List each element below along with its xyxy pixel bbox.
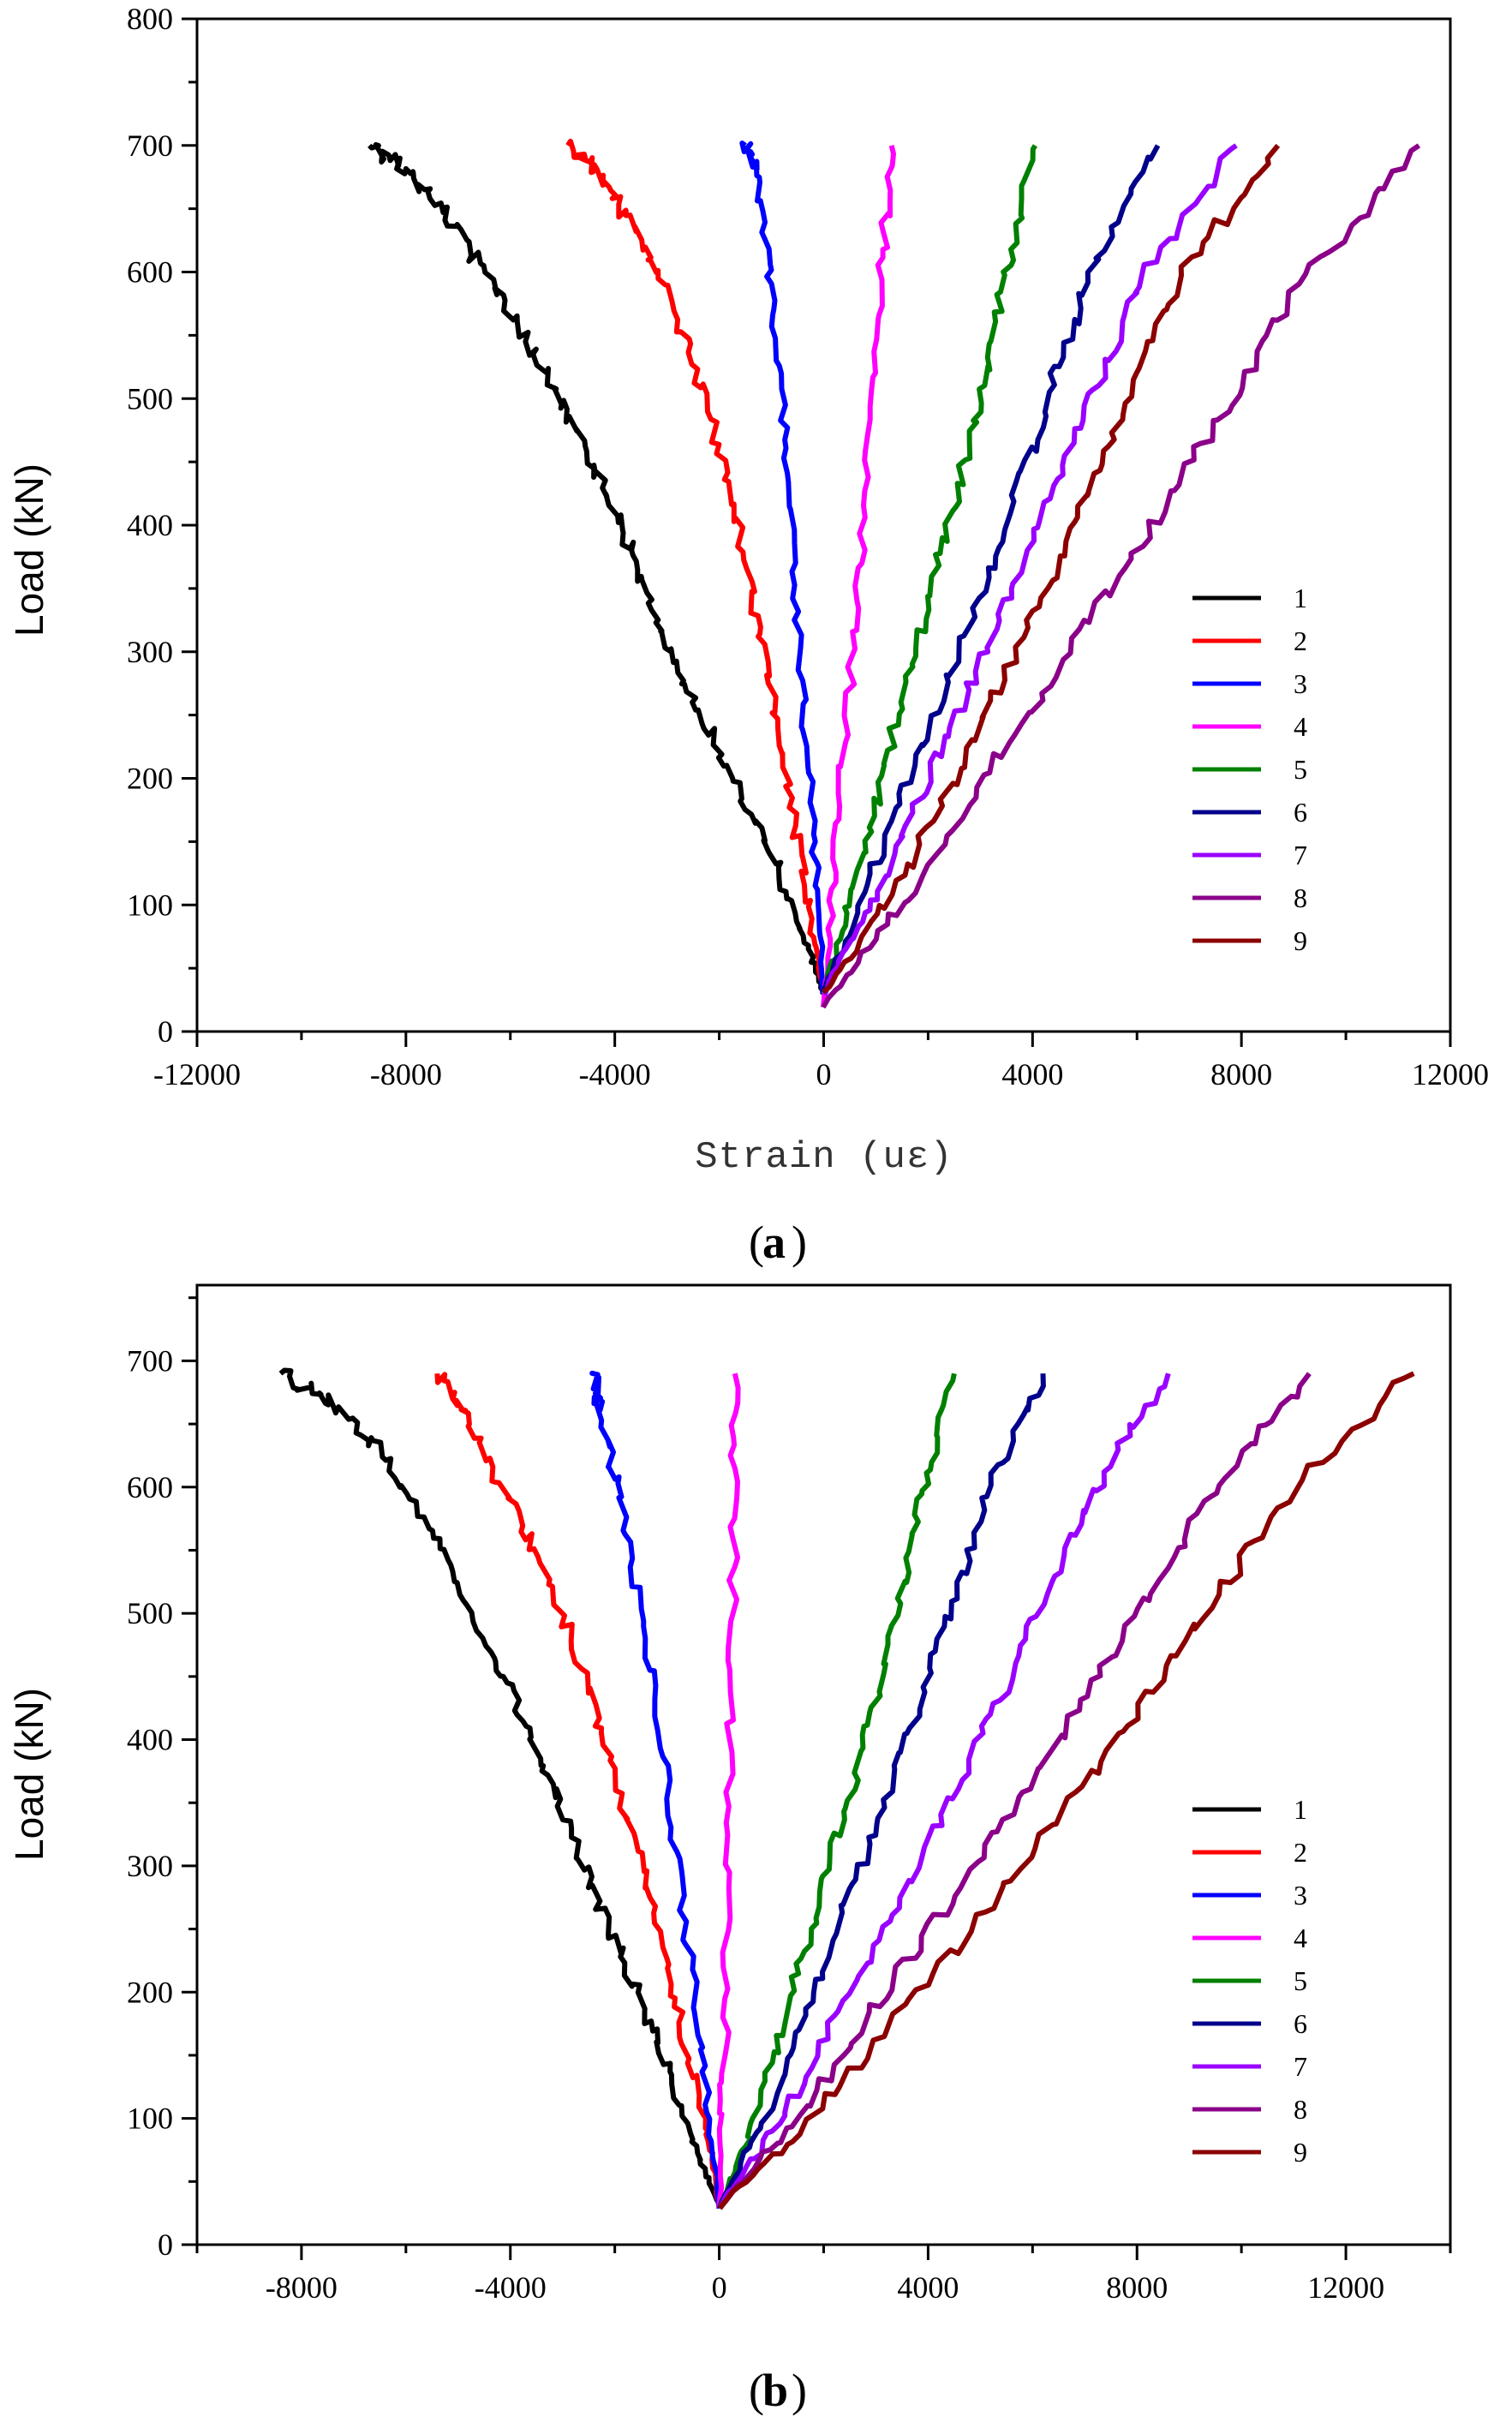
series-line-8 [821,143,1421,1009]
legend-label-8: 8 [1294,2094,1307,2125]
legend: 1 2 3 4 5 6 7 8 9 [1192,1794,1307,2168]
series-line-5 [821,144,1037,996]
legend-label-6: 6 [1294,2008,1307,2039]
legend-label-8: 8 [1294,882,1307,913]
y-tick-label: 200 [127,1975,173,2009]
legend-label-7: 7 [1294,2051,1307,2082]
x-axis-label: Strain (uε) [695,1136,953,1179]
series-line-9 [717,1371,1415,2210]
series-line-8 [718,1372,1312,2208]
legend-label-7: 7 [1294,840,1307,870]
legend-label-5: 5 [1294,754,1307,785]
y-tick-label: 300 [127,635,173,669]
y-tick-label: 600 [127,1470,173,1504]
panel-label-a: ( a ) [749,1217,807,1268]
legend-label-9: 9 [1294,925,1307,956]
x-tick-label: 0 [712,2270,727,2305]
legend-label-2: 2 [1294,625,1307,656]
y-tick-label: 100 [127,2102,173,2136]
x-tick-label: -8000 [370,1057,442,1091]
y-tick-label: 500 [127,381,173,416]
series-line-3 [589,1370,722,2210]
legend-label-2: 2 [1294,1837,1307,1868]
y-tick-label: 700 [127,129,173,163]
legend-label-6: 6 [1294,797,1307,828]
x-tick-label: 12000 [1412,1057,1489,1091]
svg-text:): ) [792,2365,807,2416]
legend-label-5: 5 [1294,1965,1307,1996]
x-tick-label: -8000 [266,2270,338,2305]
x-tick-label: 4000 [1001,1057,1063,1091]
y-tick-label: 600 [127,255,173,290]
chart-panel-a: Load (kN) Strain (uε) ( a ) -12000 -8000 -… [7,2,1489,1268]
series-line-2 [565,138,826,994]
series-line-1 [278,1367,722,2208]
legend-label-1: 1 [1294,583,1307,613]
y-tick-label: 0 [158,1014,173,1049]
y-tick-label: 700 [127,1343,173,1378]
y-tick-label: 500 [127,1596,173,1630]
svg-text:): ) [792,1217,807,1268]
svg-text:(: ( [749,2365,764,2416]
legend-label-3: 3 [1294,1880,1307,1911]
x-tick-label: 4000 [897,2270,959,2305]
x-tick-label: 0 [816,1057,832,1091]
x-tick-label: -4000 [475,2270,547,2305]
panel-label-b: ( b ) [749,2365,807,2416]
y-tick-label: 300 [127,1849,173,1883]
legend-label-4: 4 [1294,1923,1307,1953]
series-line-9 [822,143,1281,995]
series-line-7 [822,143,1238,996]
series-line-6 [820,144,1161,994]
legend-label-1: 1 [1294,1794,1307,1825]
x-tick-label: 12000 [1307,2270,1384,2305]
x-tick-label: 8000 [1210,1057,1272,1091]
y-tick-label: 400 [127,508,173,542]
y-tick-label: 400 [127,1723,173,1757]
series-line-4 [821,145,896,1008]
svg-text:a: a [762,1217,786,1268]
legend-label-4: 4 [1294,711,1307,742]
chart-panel-b: Load (kN) ( b ) -8000 -4000 0 4000 8000 12000… [7,1283,1452,2416]
legend-label-3: 3 [1294,668,1307,699]
series-line-4 [716,1372,741,2209]
x-tick-label: 8000 [1106,2270,1168,2305]
y-axis-label: Load (kN) [7,463,51,637]
svg-text:(: ( [749,1217,764,1268]
x-tick-label: -12000 [153,1057,241,1091]
svg-text:b: b [762,2365,788,2416]
series-line-3 [739,141,826,994]
y-tick-label: 0 [158,2228,173,2262]
y-tick-label: 100 [127,888,173,922]
series-line-6 [717,1373,1046,2210]
legend-label-9: 9 [1294,2137,1307,2168]
y-tick-label: 800 [127,2,173,36]
series-line-7 [718,1372,1171,2209]
series-line-1 [368,141,827,996]
series-line-5 [716,1372,957,2210]
y-tick-label: 200 [127,762,173,796]
x-tick-label: -4000 [579,1057,651,1091]
legend: 1 2 3 4 5 6 7 8 9 [1192,583,1307,956]
y-axis-label: Load (kN) [7,1688,51,1861]
series-line-2 [434,1372,723,2208]
